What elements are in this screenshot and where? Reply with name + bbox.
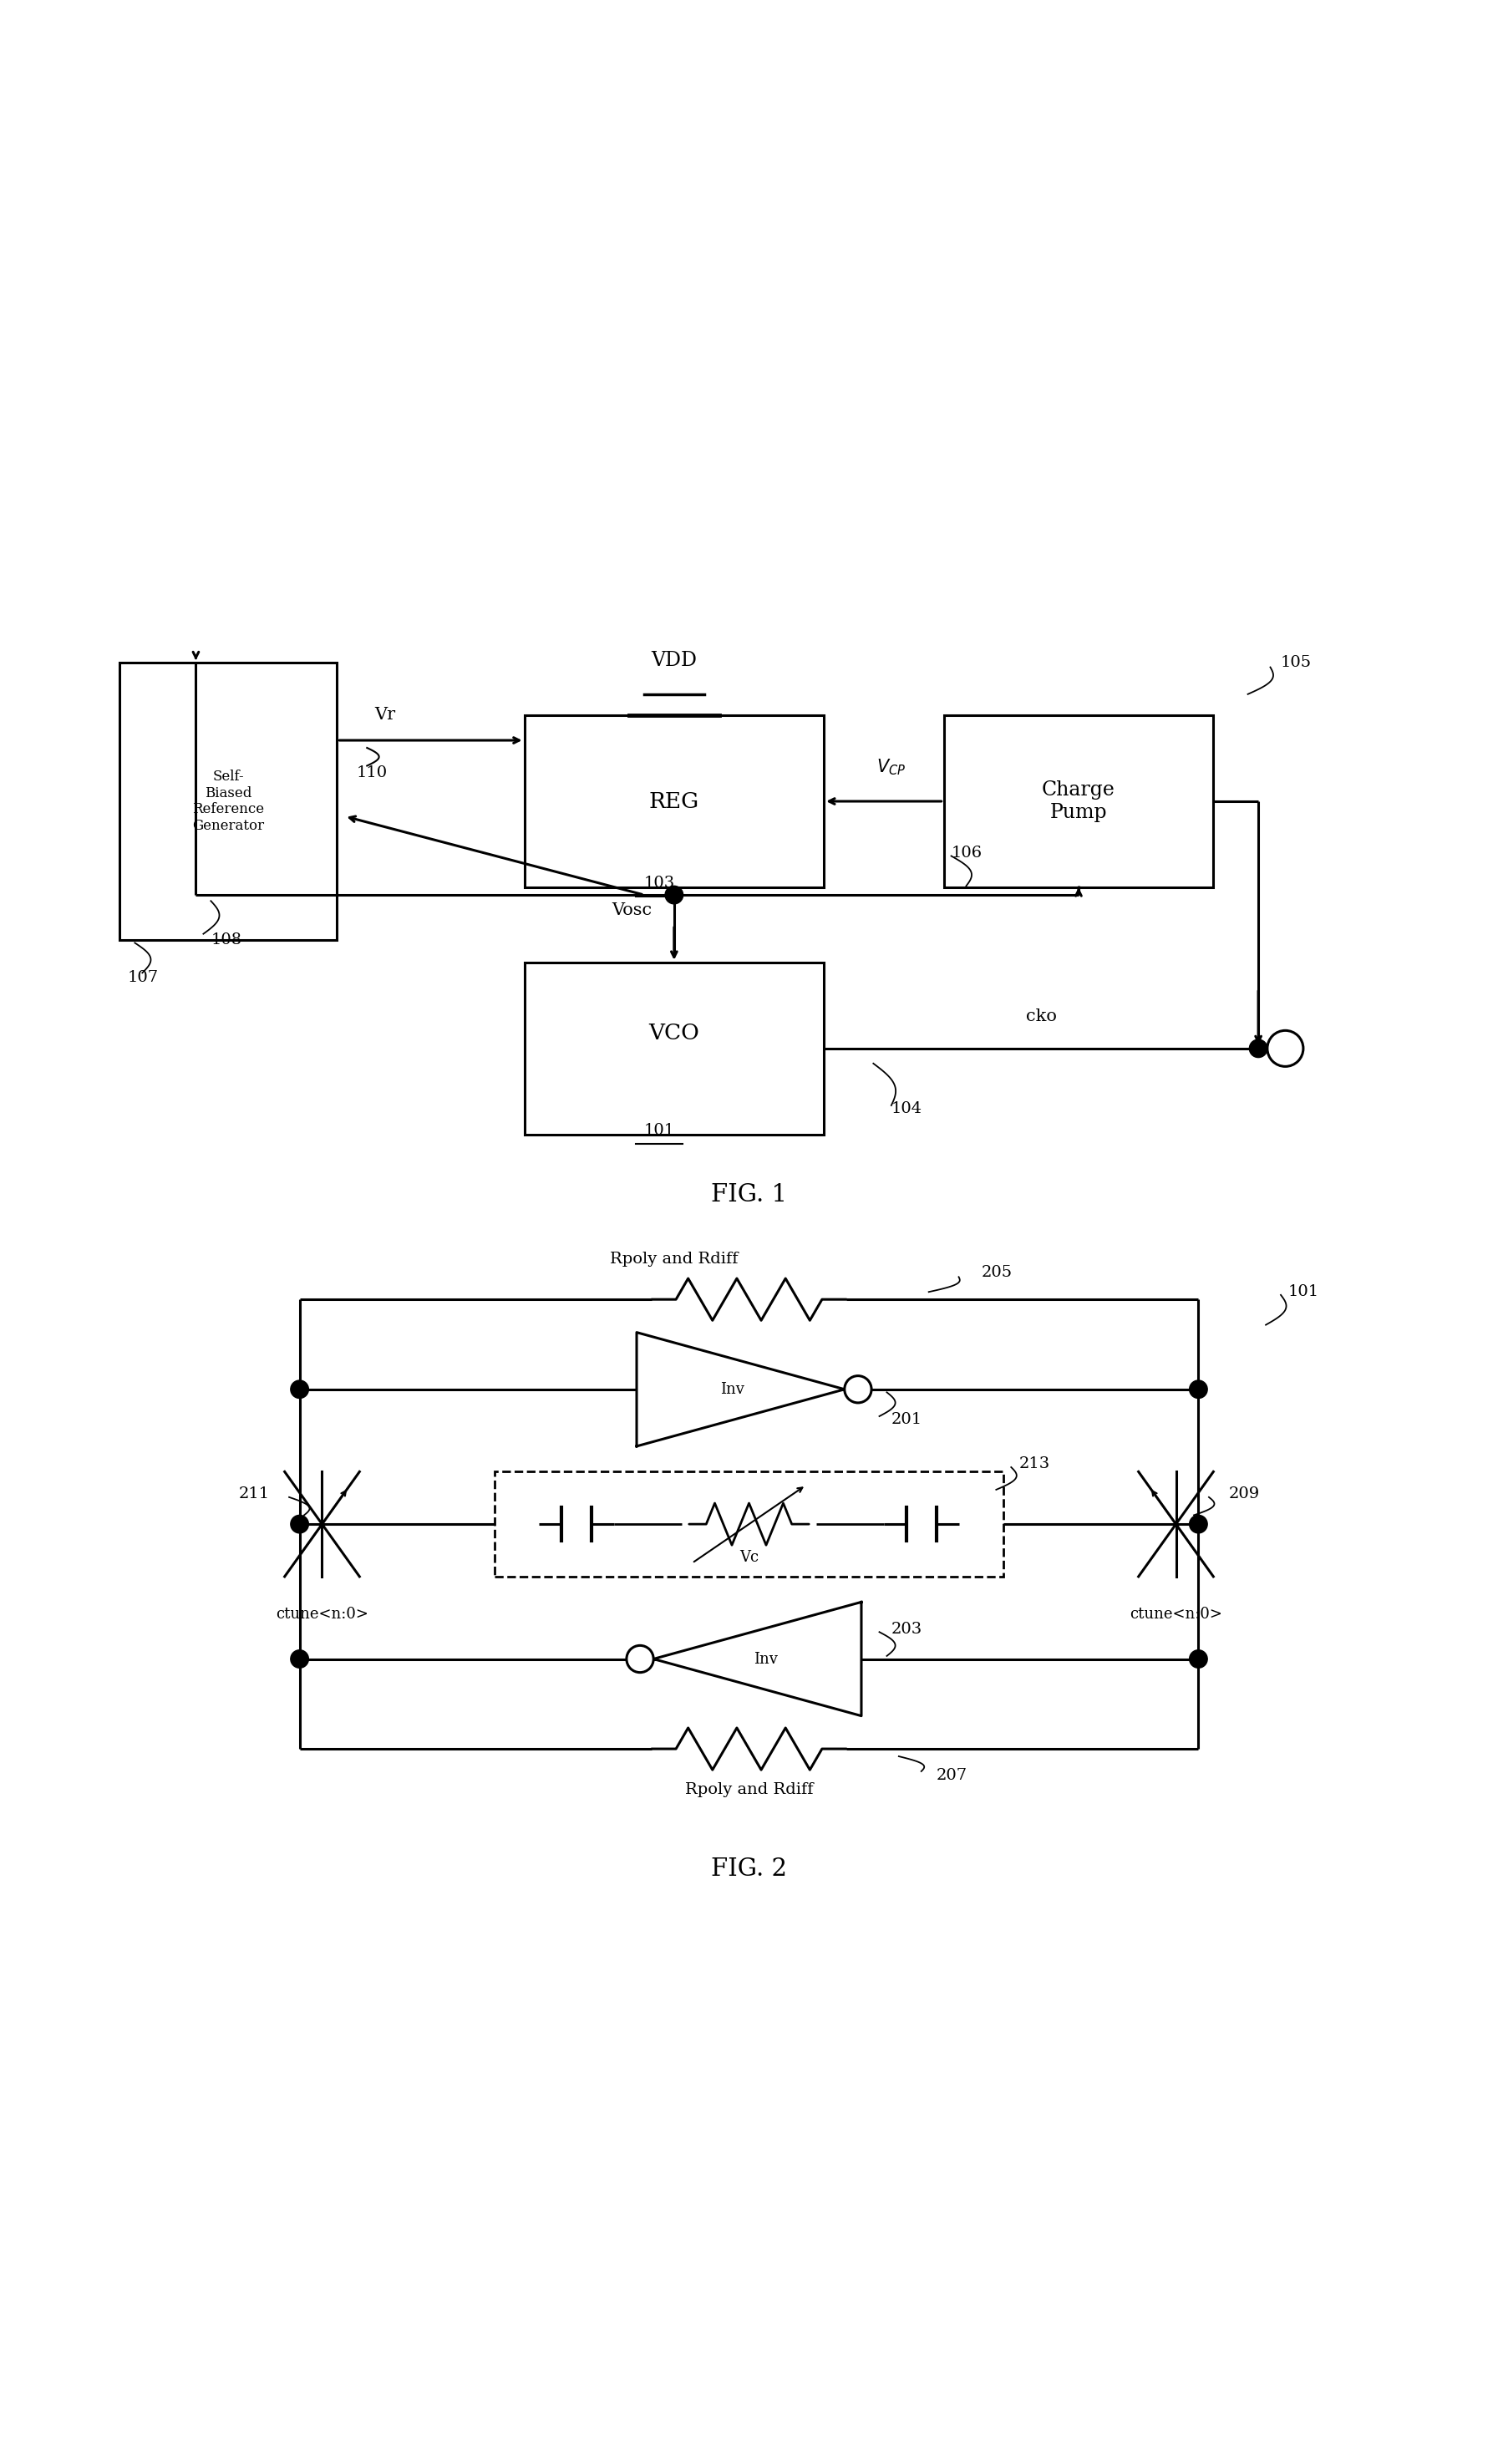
Text: REG: REG bbox=[649, 791, 700, 811]
Polygon shape bbox=[637, 1333, 845, 1446]
Text: ctune<n:0>: ctune<n:0> bbox=[276, 1607, 369, 1621]
Text: 203: 203 bbox=[891, 1621, 923, 1636]
Text: 101: 101 bbox=[644, 1124, 674, 1138]
Text: FIG. 1: FIG. 1 bbox=[712, 1183, 786, 1207]
Text: ctune<n:0>: ctune<n:0> bbox=[1129, 1607, 1222, 1621]
Circle shape bbox=[1267, 1030, 1303, 1067]
Text: 207: 207 bbox=[936, 1769, 968, 1784]
Text: 103: 103 bbox=[644, 875, 674, 890]
Text: $V_{CP}$: $V_{CP}$ bbox=[876, 756, 906, 776]
Circle shape bbox=[1189, 1651, 1207, 1668]
Text: Inv: Inv bbox=[721, 1382, 745, 1397]
Text: 101: 101 bbox=[1288, 1284, 1320, 1299]
Bar bbox=[524, 963, 824, 1133]
Circle shape bbox=[665, 887, 683, 904]
Text: 211: 211 bbox=[238, 1486, 270, 1501]
Text: VCO: VCO bbox=[649, 1023, 700, 1045]
Bar bbox=[944, 715, 1213, 887]
Text: Rpoly and Rdiff: Rpoly and Rdiff bbox=[610, 1252, 739, 1266]
Polygon shape bbox=[653, 1602, 861, 1715]
Text: 110: 110 bbox=[357, 766, 388, 781]
Bar bbox=[120, 663, 337, 939]
Circle shape bbox=[1189, 1380, 1207, 1397]
Text: 108: 108 bbox=[211, 931, 241, 946]
Text: 213: 213 bbox=[1019, 1456, 1050, 1471]
Circle shape bbox=[291, 1515, 309, 1533]
Text: Rpoly and Rdiff: Rpoly and Rdiff bbox=[685, 1781, 813, 1796]
Circle shape bbox=[291, 1380, 309, 1397]
Circle shape bbox=[626, 1646, 653, 1673]
Text: Inv: Inv bbox=[753, 1651, 777, 1666]
Circle shape bbox=[1189, 1515, 1207, 1533]
Text: cko: cko bbox=[1026, 1008, 1056, 1025]
Bar bbox=[494, 1471, 1004, 1577]
Text: 201: 201 bbox=[891, 1412, 923, 1427]
Text: VDD: VDD bbox=[652, 650, 697, 670]
Text: 104: 104 bbox=[891, 1101, 921, 1116]
Text: 107: 107 bbox=[127, 971, 159, 986]
Text: Vr: Vr bbox=[374, 707, 395, 722]
Text: 106: 106 bbox=[951, 845, 983, 860]
Text: Vc: Vc bbox=[740, 1550, 758, 1565]
Circle shape bbox=[291, 1651, 309, 1668]
Text: 209: 209 bbox=[1228, 1486, 1260, 1501]
Text: 205: 205 bbox=[981, 1264, 1013, 1279]
Text: Vosc: Vosc bbox=[611, 902, 652, 919]
Text: Self-
Biased
Reference
Generator: Self- Biased Reference Generator bbox=[192, 769, 265, 833]
Circle shape bbox=[845, 1375, 872, 1402]
Text: Charge
Pump: Charge Pump bbox=[1041, 781, 1116, 823]
Bar bbox=[524, 715, 824, 887]
Text: 105: 105 bbox=[1281, 655, 1312, 670]
Text: FIG. 2: FIG. 2 bbox=[712, 1858, 786, 1880]
Circle shape bbox=[1249, 1040, 1267, 1057]
